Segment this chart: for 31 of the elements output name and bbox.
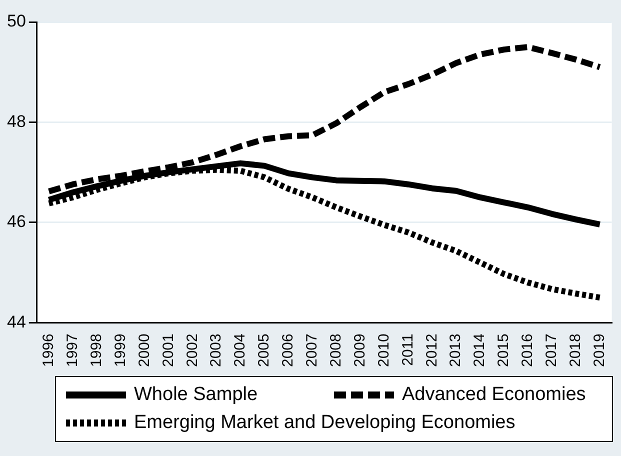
y-tick-label: 44 [6, 312, 26, 332]
x-tick-label: 2010 [375, 334, 392, 368]
x-tick-label: 1996 [40, 334, 58, 368]
x-tick-label: 2016 [519, 334, 536, 368]
y-tick-label: 46 [6, 212, 26, 232]
x-tick-label: 2009 [351, 334, 368, 368]
x-tick-label: 2004 [232, 334, 249, 368]
x-tick-label: 2006 [280, 334, 297, 368]
x-tick-label: 2015 [495, 334, 512, 368]
x-tick-label: 1997 [64, 334, 81, 368]
x-tick-label: 2013 [447, 334, 464, 368]
x-tick-label: 2008 [327, 334, 344, 368]
x-tick-label: 2007 [304, 334, 321, 368]
x-tick-label: 2005 [256, 334, 273, 368]
x-tick-label: 1999 [112, 334, 129, 368]
y-tick-label: 48 [6, 112, 26, 131]
legend-label: Advanced Economies [402, 384, 586, 406]
x-tick-label: 2019 [590, 334, 608, 368]
x-tick-label: 2014 [471, 334, 488, 368]
x-tick-label: 2003 [208, 334, 225, 368]
x-tick-label: 2011 [399, 334, 416, 366]
legend-label: Emerging Market and Developing Economies [134, 412, 516, 434]
legend-label: Whole Sample [134, 384, 258, 406]
x-tick-label: 2001 [160, 334, 177, 368]
x-tick-label: 1998 [88, 334, 105, 368]
x-tick-label: 2018 [567, 334, 584, 368]
x-tick-label: 2012 [423, 334, 440, 368]
x-tick-label: 2017 [543, 334, 560, 368]
y-tick-label: 50 [6, 12, 26, 31]
x-tick-label: 2002 [184, 334, 201, 368]
x-tick-label: 2000 [136, 334, 153, 368]
